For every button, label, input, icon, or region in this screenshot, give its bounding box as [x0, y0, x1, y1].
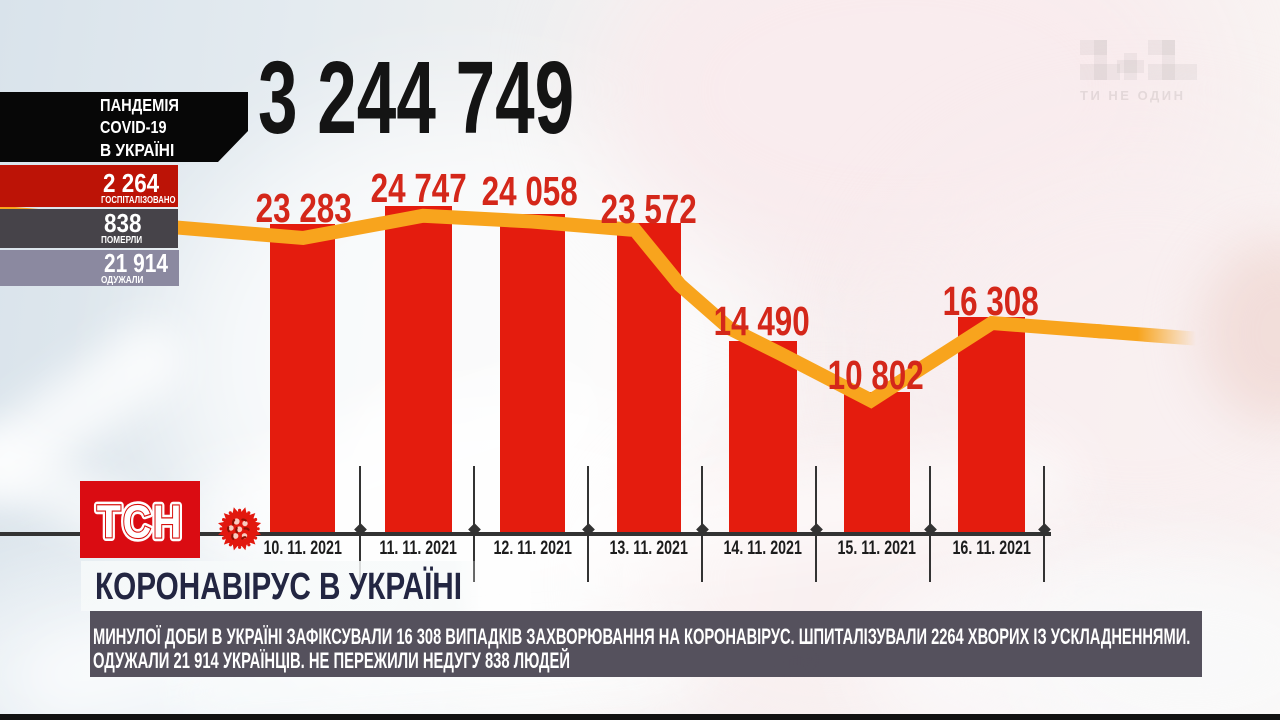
svg-text:ТСН: ТСН	[97, 497, 183, 548]
svg-text:ТИ НЕ ОДИН: ТИ НЕ ОДИН	[1080, 88, 1186, 103]
svg-text:ТСН: ТСН	[97, 497, 183, 548]
svg-text:ТСН: ТСН	[97, 497, 183, 548]
